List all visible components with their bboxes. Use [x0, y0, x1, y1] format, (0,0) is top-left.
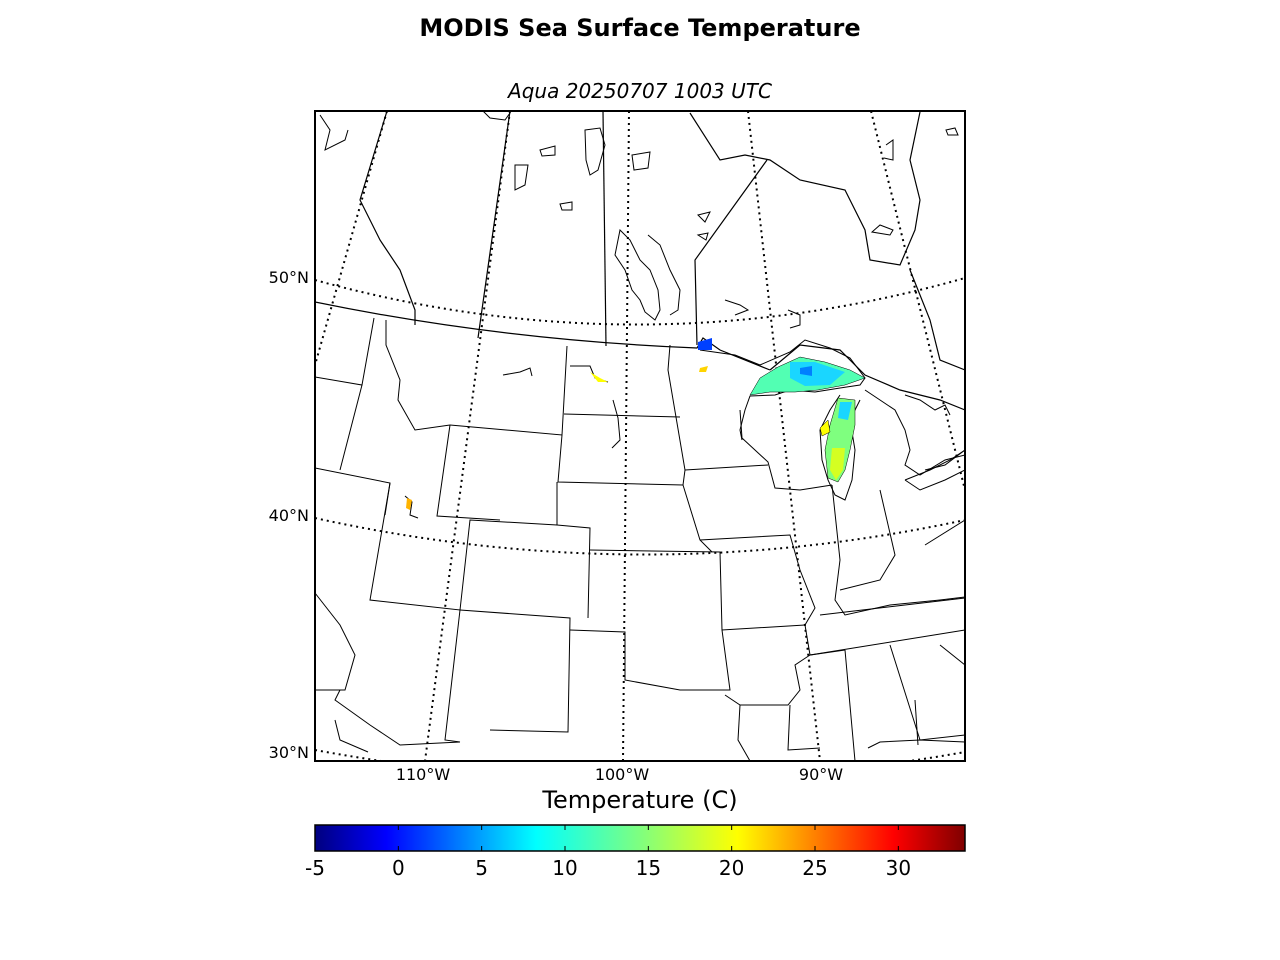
lat-label-50n: 50°N [268, 268, 309, 287]
colorbar-tick-label: 10 [552, 856, 578, 880]
fort-peck-sst [590, 372, 608, 382]
coastlines [319, 111, 965, 519]
map-content [315, 111, 965, 761]
colorbar-tick-label: 15 [635, 856, 662, 880]
colorbar-tick-label: 20 [718, 856, 745, 880]
map-frame [314, 110, 966, 762]
lon-label-90w: 90°W [798, 765, 844, 784]
lat-label-40n: 40°N [268, 506, 309, 525]
small-lake-sst [699, 366, 708, 372]
graticule-longitude [315, 111, 965, 761]
lake-superior-cold-sst [800, 366, 812, 376]
country-boundaries [315, 111, 965, 411]
lake-of-the-woods-sst [698, 338, 712, 350]
figure-title: MODIS Sea Surface Temperature [419, 14, 861, 42]
state-boundaries [315, 317, 965, 761]
lat-label-30n: 30°N [268, 743, 309, 762]
colorbar-ticks [314, 825, 899, 851]
colorbar-tick-label: 0 [391, 856, 405, 880]
green-bay-sst [819, 419, 831, 437]
lake-michigan-cool-sst [838, 402, 852, 420]
utah-lake-sst [406, 498, 412, 510]
colorbar-tick-label: 5 [475, 856, 489, 880]
figure-subtitle: Aqua 20250707 1003 UTC [508, 79, 772, 103]
lon-label-110w: 110°W [395, 765, 451, 784]
sst-data [406, 338, 866, 510]
graticule-latitude [315, 277, 965, 761]
lake-michigan-warm-sst [830, 448, 845, 480]
lon-label-100w: 100°W [594, 765, 650, 784]
colorbar-label: Temperature (C) [542, 786, 738, 814]
colorbar-tick-label: -5 [305, 856, 325, 880]
colorbar [314, 824, 966, 852]
colorbar-tick-label: 25 [802, 856, 828, 880]
colorbar-tick-label: 30 [885, 856, 912, 880]
